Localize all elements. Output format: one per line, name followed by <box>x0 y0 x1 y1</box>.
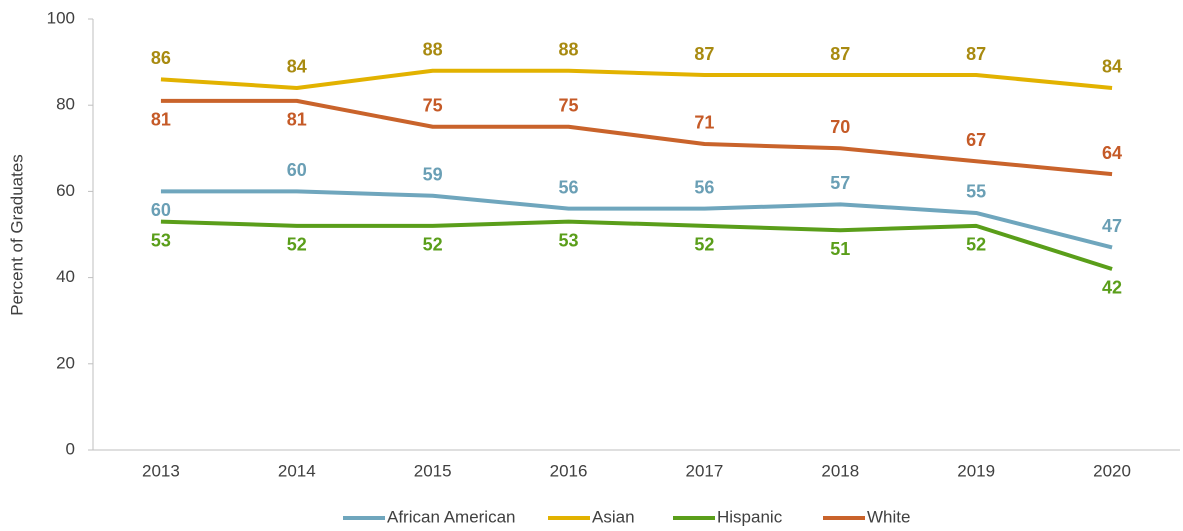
data-label: 52 <box>287 235 307 255</box>
data-label: 84 <box>287 57 307 77</box>
data-label: 47 <box>1102 216 1122 236</box>
x-tick-label: 2014 <box>278 461 316 480</box>
data-label: 75 <box>423 96 443 116</box>
data-label: 56 <box>694 177 714 197</box>
x-tick-label: 2019 <box>957 461 995 480</box>
data-label: 87 <box>694 44 714 64</box>
data-label: 86 <box>151 48 171 68</box>
x-tick-label: 2018 <box>821 461 859 480</box>
series-line <box>160 98 1113 177</box>
data-label: 64 <box>1102 143 1122 163</box>
y-tick-label: 40 <box>56 267 75 286</box>
x-tick-label: 2017 <box>686 461 724 480</box>
series-line <box>160 68 1113 90</box>
series-line <box>160 189 1113 250</box>
data-label: 52 <box>966 235 986 255</box>
x-tick-label: 2020 <box>1093 461 1131 480</box>
legend-label: African American <box>387 507 516 526</box>
y-axis-label: Percent of Graduates <box>7 154 26 316</box>
data-label: 57 <box>830 173 850 193</box>
y-tick-label: 100 <box>47 8 75 27</box>
data-label: 59 <box>423 164 443 184</box>
y-tick-label: 0 <box>66 439 75 458</box>
data-label: 88 <box>559 39 579 59</box>
data-label: 60 <box>151 200 171 220</box>
y-tick-label: 80 <box>56 95 75 114</box>
data-label: 87 <box>830 44 850 64</box>
data-label: 53 <box>151 230 171 250</box>
data-label: 52 <box>423 235 443 255</box>
data-label: 51 <box>830 239 850 259</box>
data-label: 53 <box>559 230 579 250</box>
x-tick-label: 2016 <box>550 461 588 480</box>
legend-label: White <box>867 507 910 526</box>
data-label: 84 <box>1102 57 1122 77</box>
data-label: 70 <box>830 117 850 137</box>
data-label: 56 <box>559 177 579 197</box>
series-line <box>160 219 1113 271</box>
x-tick-label: 2015 <box>414 461 452 480</box>
y-tick-label: 20 <box>56 353 75 372</box>
legend-label: Hispanic <box>717 507 783 526</box>
data-label: 67 <box>966 130 986 150</box>
data-label: 87 <box>966 44 986 64</box>
data-label: 75 <box>559 96 579 116</box>
data-label: 52 <box>694 235 714 255</box>
data-label: 42 <box>1102 278 1122 298</box>
data-label: 71 <box>694 113 714 133</box>
data-label: 81 <box>151 110 171 130</box>
y-tick-label: 60 <box>56 181 75 200</box>
x-tick-label: 2013 <box>142 461 180 480</box>
data-label: 55 <box>966 182 986 202</box>
data-label: 60 <box>287 160 307 180</box>
data-label: 88 <box>423 39 443 59</box>
data-label: 81 <box>287 110 307 130</box>
legend-label: Asian <box>592 507 635 526</box>
